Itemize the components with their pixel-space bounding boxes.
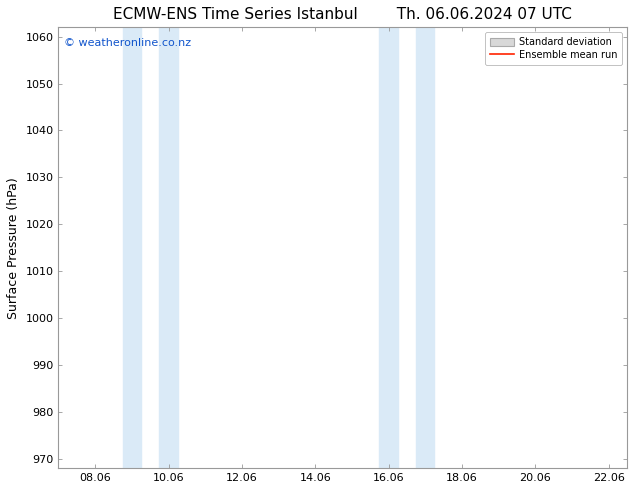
Title: ECMW-ENS Time Series Istanbul        Th. 06.06.2024 07 UTC: ECMW-ENS Time Series Istanbul Th. 06.06.… <box>113 7 572 22</box>
Text: © weatheronline.co.nz: © weatheronline.co.nz <box>64 38 191 49</box>
Y-axis label: Surface Pressure (hPa): Surface Pressure (hPa) <box>7 177 20 318</box>
Bar <box>379 27 398 468</box>
Bar <box>122 27 141 468</box>
Legend: Standard deviation, Ensemble mean run: Standard deviation, Ensemble mean run <box>485 32 622 65</box>
Bar <box>159 27 178 468</box>
Bar <box>416 27 434 468</box>
